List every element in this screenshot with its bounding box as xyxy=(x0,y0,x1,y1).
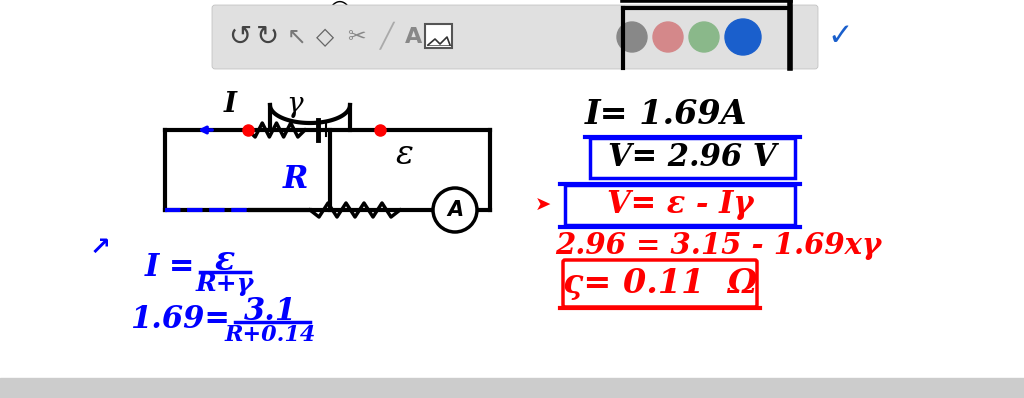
Text: ✂: ✂ xyxy=(347,27,366,47)
Text: ○: ○ xyxy=(329,0,351,22)
Text: V= ε - Iγ: V= ε - Iγ xyxy=(607,189,754,220)
Text: A: A xyxy=(406,27,423,47)
Text: ↻: ↻ xyxy=(256,23,280,51)
Text: ↗: ↗ xyxy=(89,236,111,260)
Text: ↖: ↖ xyxy=(287,25,307,49)
Text: A: A xyxy=(446,200,463,220)
Text: 1.69=: 1.69= xyxy=(130,304,229,336)
Text: 2.96 = 3.15 - 1.69xγ: 2.96 = 3.15 - 1.69xγ xyxy=(555,230,882,259)
Text: ➤: ➤ xyxy=(535,195,551,215)
Text: ╱: ╱ xyxy=(379,22,393,50)
Text: I= 1.69A: I= 1.69A xyxy=(585,98,748,131)
Text: R+γ: R+γ xyxy=(196,272,254,296)
Text: ε: ε xyxy=(215,244,236,277)
FancyBboxPatch shape xyxy=(212,5,818,69)
FancyBboxPatch shape xyxy=(565,185,795,225)
Circle shape xyxy=(433,188,477,232)
Text: ◇: ◇ xyxy=(316,25,334,49)
Circle shape xyxy=(653,22,683,52)
Text: 3.1: 3.1 xyxy=(244,295,297,326)
Text: γ: γ xyxy=(287,92,303,119)
FancyBboxPatch shape xyxy=(590,138,795,178)
Text: ε: ε xyxy=(396,139,414,171)
Text: R+0.14: R+0.14 xyxy=(224,324,315,346)
Circle shape xyxy=(617,22,647,52)
Circle shape xyxy=(725,19,761,55)
Text: I =: I = xyxy=(145,252,196,283)
Bar xyxy=(0,378,1024,398)
Text: V= 2.96 V: V= 2.96 V xyxy=(608,142,776,174)
Text: ς= 0.11  Ω: ς= 0.11 Ω xyxy=(563,267,757,300)
Text: ✓: ✓ xyxy=(827,23,853,51)
FancyBboxPatch shape xyxy=(563,260,757,307)
Circle shape xyxy=(689,22,719,52)
Text: ↺: ↺ xyxy=(228,23,252,51)
Text: R: R xyxy=(283,164,307,195)
Text: I: I xyxy=(223,92,237,119)
Bar xyxy=(425,24,452,48)
